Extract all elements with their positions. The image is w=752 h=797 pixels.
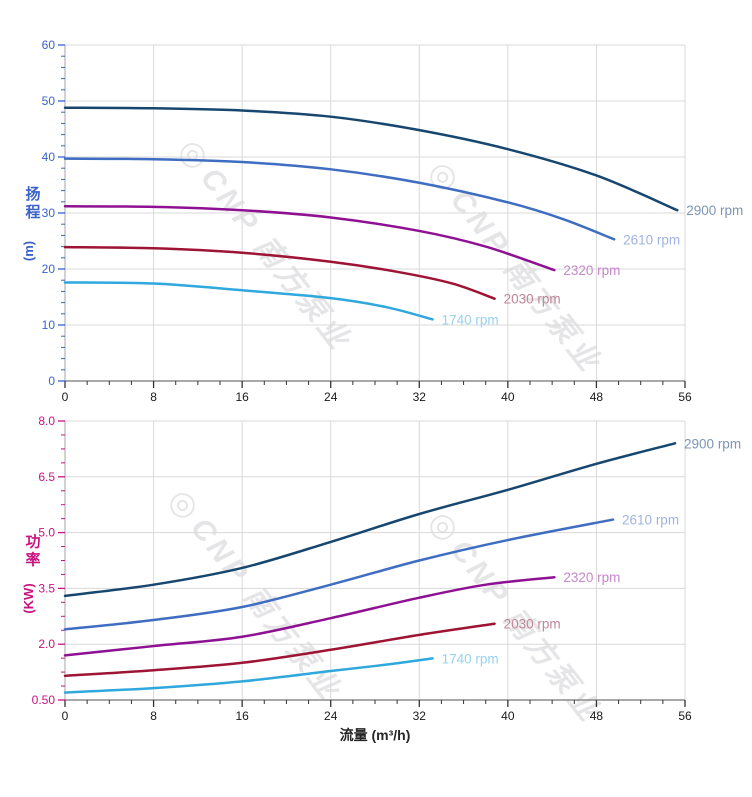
y-axis-title-char: 程	[25, 204, 40, 221]
y-axis-title-char: 率	[25, 551, 40, 569]
curve-label-2030-rpm: 2030 rpm	[504, 292, 561, 307]
curve-2320-rpm	[63, 205, 556, 272]
y-axis-title: 扬程 (m)	[21, 185, 41, 261]
y-tick-label: 8.0	[38, 414, 55, 428]
x-tick-label: 56	[678, 709, 692, 723]
y-tick-label: 40	[42, 150, 56, 164]
y-axis: 0.50 2.0 3.5 5.0 6.5 8.0	[32, 414, 65, 707]
head-vs-flow-chart: 0 8 16 24 32 40 48 56 0 10 20 30 40 50 60 2900 rpm 2610 …	[21, 38, 743, 404]
curve-label-2030-rpm: 2030 rpm	[504, 617, 561, 632]
curve-label-1740-rpm: 1740 rpm	[442, 651, 499, 666]
gridlines	[65, 420, 686, 700]
y-tick-label: 5.0	[38, 526, 55, 540]
curve-label-2610-rpm: 2610 rpm	[622, 513, 679, 528]
x-tick-label: 24	[324, 709, 338, 723]
curve-2320-rpm	[63, 575, 556, 657]
curve-2900-rpm	[63, 442, 677, 598]
y-tick-label: 6.5	[38, 470, 55, 484]
y-tick-label: 3.5	[38, 581, 55, 595]
y-axis-unit: (m)	[21, 241, 36, 261]
y-axis-title-char: 功	[25, 534, 40, 551]
y-axis-title: 功率 (KW)	[21, 534, 41, 614]
curve-label-2320-rpm: 2320 rpm	[563, 263, 620, 278]
x-tick-label: 40	[501, 709, 515, 723]
curve-1740-rpm	[63, 281, 434, 321]
y-tick-label: 10	[42, 318, 56, 332]
x-tick-label: 0	[62, 390, 69, 404]
y-tick-label: 2.0	[38, 637, 55, 651]
x-axis: 0 8 16 24 32 40 48 56	[62, 700, 692, 723]
y-tick-label: 50	[42, 94, 56, 108]
x-tick-label: 32	[413, 709, 427, 723]
curve-2030-rpm	[63, 245, 496, 300]
curve-2610-rpm	[63, 518, 615, 631]
y-tick-label: 0	[48, 374, 55, 388]
y-axis-title-char: 扬	[25, 185, 40, 203]
x-tick-label: 16	[235, 390, 249, 404]
gridlines	[65, 44, 686, 381]
x-tick-label: 8	[150, 709, 157, 723]
curve-2610-rpm	[63, 157, 616, 241]
curve-label-2610-rpm: 2610 rpm	[623, 232, 680, 247]
x-tick-label: 32	[413, 390, 427, 404]
curve-label-2320-rpm: 2320 rpm	[563, 570, 620, 585]
x-tick-label: 56	[678, 390, 692, 404]
power-vs-flow-chart: 0 8 16 24 32 40 48 56 0.50 2.0 3.5 5.0 6.5 8.0 2900 rp…	[21, 414, 741, 743]
y-tick-label: 20	[42, 262, 56, 276]
y-axis: 0 10 20 30 40 50 60	[42, 38, 65, 388]
x-tick-label: 0	[62, 709, 69, 723]
x-tick-label: 48	[590, 390, 604, 404]
curve-label-1740-rpm: 1740 rpm	[442, 312, 499, 327]
curve-2030-rpm	[63, 622, 496, 678]
x-tick-label: 24	[324, 390, 338, 404]
x-tick-label: 48	[590, 709, 604, 723]
y-axis-unit: (KW)	[21, 583, 36, 613]
curve-label-2900-rpm: 2900 rpm	[684, 436, 741, 451]
y-tick-label: 60	[42, 38, 56, 52]
curve-2900-rpm	[63, 106, 679, 212]
x-tick-label: 40	[501, 390, 515, 404]
x-axis-title: 流量 (m³/h)	[340, 727, 411, 743]
x-axis: 0 8 16 24 32 40 48 56	[62, 381, 692, 404]
x-tick-label: 8	[150, 390, 157, 404]
curve-label-2900-rpm: 2900 rpm	[686, 203, 743, 218]
y-tick-label: 0.50	[32, 693, 56, 707]
x-tick-label: 16	[235, 709, 249, 723]
y-tick-label: 30	[42, 206, 56, 220]
curve-1740-rpm	[63, 657, 434, 694]
